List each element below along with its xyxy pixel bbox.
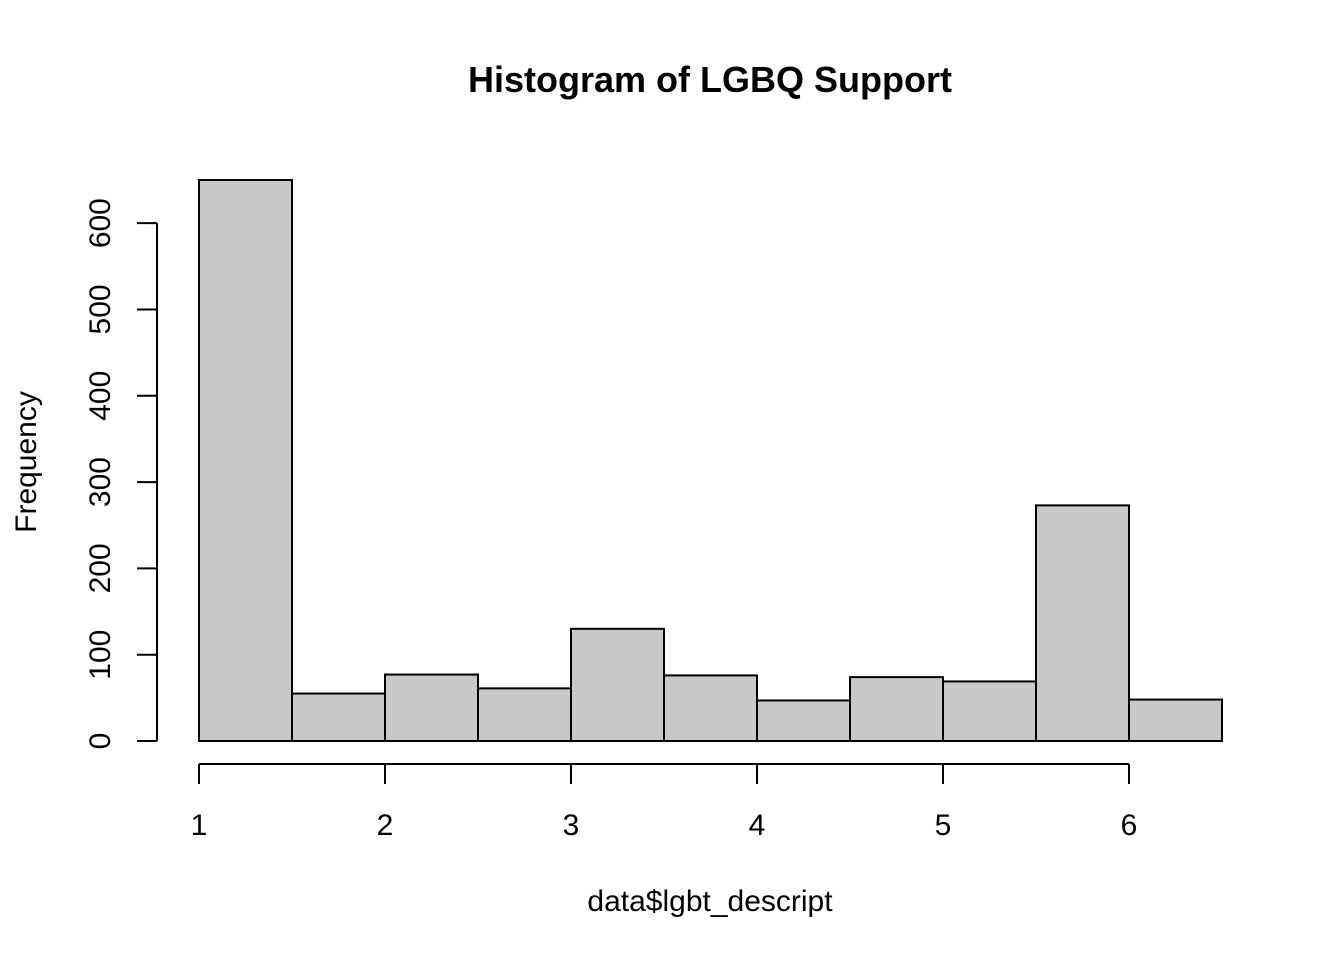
histogram-bar — [1128, 698, 1223, 743]
y-tick-label: 0 — [84, 733, 117, 750]
x-tick-label: 5 — [935, 809, 952, 842]
bars-group — [198, 179, 1223, 743]
x-axis: 1 2 3 4 5 6 — [191, 763, 1138, 842]
y-tick-label: 200 — [84, 543, 117, 593]
histogram-bar — [291, 692, 386, 742]
histogram-bar — [570, 627, 665, 742]
histogram-bar — [942, 680, 1037, 742]
histogram-bar — [198, 179, 293, 742]
histogram-bar — [756, 699, 851, 742]
y-tick-label: 400 — [84, 371, 117, 421]
x-tick-label: 3 — [563, 809, 580, 842]
y-tick-label: 300 — [84, 457, 117, 507]
y-tick-label: 600 — [84, 198, 117, 248]
histogram-bar — [663, 674, 758, 742]
y-axis-label: Frequency — [10, 391, 43, 533]
x-tick-label: 4 — [749, 809, 766, 842]
histogram-bar — [384, 673, 479, 743]
x-tick-label: 1 — [191, 809, 208, 842]
histogram-bar — [1035, 504, 1130, 742]
histogram-bar — [477, 687, 572, 742]
x-tick-label: 6 — [1121, 809, 1138, 842]
y-tick-label: 500 — [84, 284, 117, 334]
y-tick-label: 100 — [84, 630, 117, 680]
chart-title: Histogram of LGBQ Support — [468, 59, 952, 100]
x-axis-label: data$lgbt_descript — [587, 885, 833, 918]
x-tick-label: 2 — [377, 809, 394, 842]
histogram-bar — [849, 676, 944, 743]
y-axis: 0 100 200 300 400 500 600 — [84, 198, 158, 750]
